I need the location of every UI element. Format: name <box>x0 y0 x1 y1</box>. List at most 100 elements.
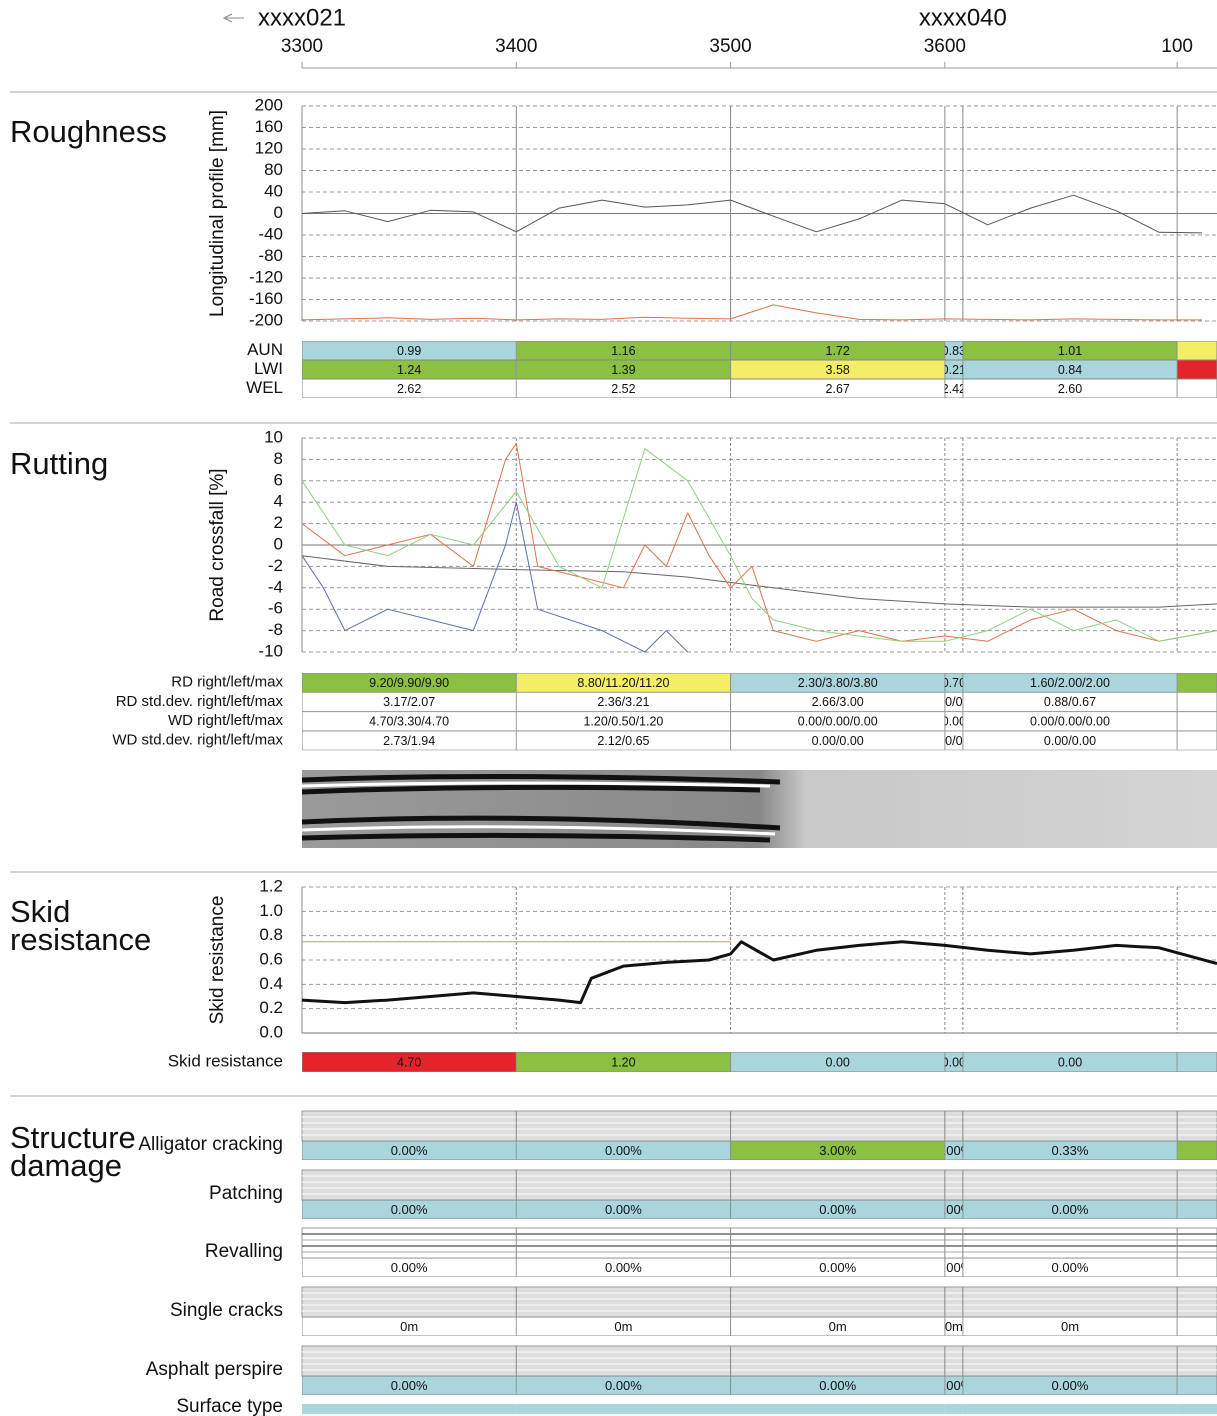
cell-bg <box>1177 731 1217 750</box>
cell: 0.88/0.67 <box>963 692 1177 711</box>
cell: 0.00/0.00 <box>963 731 1177 750</box>
cell: 0.00% <box>302 1141 516 1160</box>
cell: 1.60/2.00/2.00 <box>963 673 1177 692</box>
cell: 0.00/0.00/0.00 <box>963 712 1177 731</box>
cell: 0.00% <box>516 1200 730 1219</box>
cell: 2.60 <box>963 379 1177 398</box>
cell-value: 0.00% <box>391 1260 428 1275</box>
y-tick-label: 0 <box>274 203 283 222</box>
cell-value: 0.00% <box>819 1378 856 1393</box>
series-line <box>302 305 1202 320</box>
row-label: Asphalt perspire <box>146 1359 283 1380</box>
cell-bg <box>1177 673 1217 692</box>
y-tick-label: 6 <box>274 470 283 489</box>
cell-bg <box>1177 341 1217 360</box>
cell <box>1177 360 1217 379</box>
y-tick-label: 1.0 <box>259 901 283 920</box>
cell-value: 0.00/0.00/0.00 <box>1030 715 1110 729</box>
cell: 0.00% <box>963 1258 1177 1277</box>
x-tick-label: 3400 <box>495 36 537 57</box>
cell-value: 1.01 <box>1058 344 1082 358</box>
cell-value: 3.58 <box>826 363 850 377</box>
y-tick-label: 8 <box>274 449 283 468</box>
cell: 0.00% <box>963 1376 1177 1395</box>
cell: 0.00 <box>731 1052 945 1072</box>
y-tick-label: 0.6 <box>259 949 283 968</box>
surface-type-bar <box>302 1404 516 1414</box>
damage-map <box>302 1346 1217 1376</box>
cell: 0.00% <box>963 1200 1177 1219</box>
cell-value: 1.20 <box>611 1055 635 1069</box>
cell-bg <box>1177 712 1217 731</box>
cell-value: 0.00/0.00 <box>812 734 864 748</box>
cell-value: 0.00% <box>391 1378 428 1393</box>
cell-bg <box>1177 379 1217 398</box>
cell: 0m <box>516 1317 730 1336</box>
surface-type-bar <box>516 1404 730 1414</box>
cell: 0.00% <box>516 1376 730 1395</box>
cell: 0m <box>945 1317 963 1336</box>
cell-value: 1.39 <box>611 363 635 377</box>
cell: 0.00/0.00/0.00 <box>731 712 945 731</box>
series-line <box>302 942 1217 1003</box>
y-tick-label: -160 <box>249 289 283 308</box>
cell-value: 2.73/1.94 <box>383 734 435 748</box>
cell: 0.00% <box>731 1200 945 1219</box>
cell-value: 0.83 <box>942 344 966 358</box>
x-tick-label: 3600 <box>924 36 966 57</box>
cell-value: 0.00 <box>826 1055 850 1069</box>
row-label: Single cracks <box>170 1300 283 1321</box>
cell: 0.00% <box>302 1376 516 1395</box>
cell: 0.00% <box>302 1200 516 1219</box>
damage-map <box>302 1170 1217 1200</box>
row-label: Skid resistance <box>168 1051 283 1070</box>
series-line <box>302 195 1202 233</box>
cell-value: 8.80/11.20/11.20 <box>577 676 669 690</box>
report: xxxx021xxxx0403300340035003600100-200-16… <box>0 0 1217 1416</box>
row-label: Revalling <box>205 1241 283 1262</box>
row-label: WD right/left/max <box>168 712 284 729</box>
cell-value: 0.00 <box>1058 1055 1082 1069</box>
cell-value: 0.84 <box>1058 363 1082 377</box>
y-tick-label: -80 <box>258 246 283 265</box>
damage-map <box>302 1287 1217 1317</box>
cell: 1.24 <box>302 360 516 379</box>
cell: 2.67 <box>731 379 945 398</box>
cell-value: 0.33% <box>1052 1143 1089 1158</box>
cell: 2.12/0.65 <box>516 731 730 750</box>
y-axis-label: Road crossfall [%] <box>207 468 228 621</box>
cell-value: 1.24 <box>397 363 421 377</box>
cell: 0.00% <box>516 1141 730 1160</box>
cell-value: 0.00% <box>605 1143 642 1158</box>
cell-value: 2.62 <box>397 382 421 396</box>
x-tick-label: 3300 <box>281 36 323 57</box>
section-label: xxxx040 <box>919 4 1007 31</box>
cell <box>1177 1141 1217 1160</box>
cell-value: 0.00% <box>1052 1260 1089 1275</box>
cell-value: 2.36/3.21 <box>597 695 649 709</box>
cell: 4.70 <box>302 1052 516 1072</box>
cell-value: 0.88/0.67 <box>1044 695 1096 709</box>
series-line <box>302 443 1217 641</box>
y-tick-label: 4 <box>274 492 283 511</box>
section-label: xxxx021 <box>258 4 346 31</box>
y-tick-label: 2 <box>274 513 283 532</box>
row-label: AUN <box>247 340 283 359</box>
cell: 0.21 <box>942 360 966 379</box>
cell: 0.00% <box>731 1376 945 1395</box>
y-tick-label: -6 <box>268 599 283 618</box>
cell-value: 1.16 <box>611 344 635 358</box>
y-tick-label: -120 <box>249 267 283 286</box>
row-label: Patching <box>209 1183 283 1204</box>
cell: 0.00 <box>963 1052 1177 1072</box>
cell: 0m <box>963 1317 1177 1336</box>
cell: 0.00/0.00 <box>731 731 945 750</box>
cell: 0.33% <box>963 1141 1177 1160</box>
y-tick-label: 80 <box>264 160 283 179</box>
cell: 0.99 <box>302 341 516 360</box>
cell: 0.83 <box>942 341 966 360</box>
y-tick-label: 120 <box>255 138 283 157</box>
cell: 0m <box>731 1317 945 1336</box>
cell-value: 4.70/3.30/4.70 <box>369 715 449 729</box>
cell-value: 1.72 <box>826 344 850 358</box>
